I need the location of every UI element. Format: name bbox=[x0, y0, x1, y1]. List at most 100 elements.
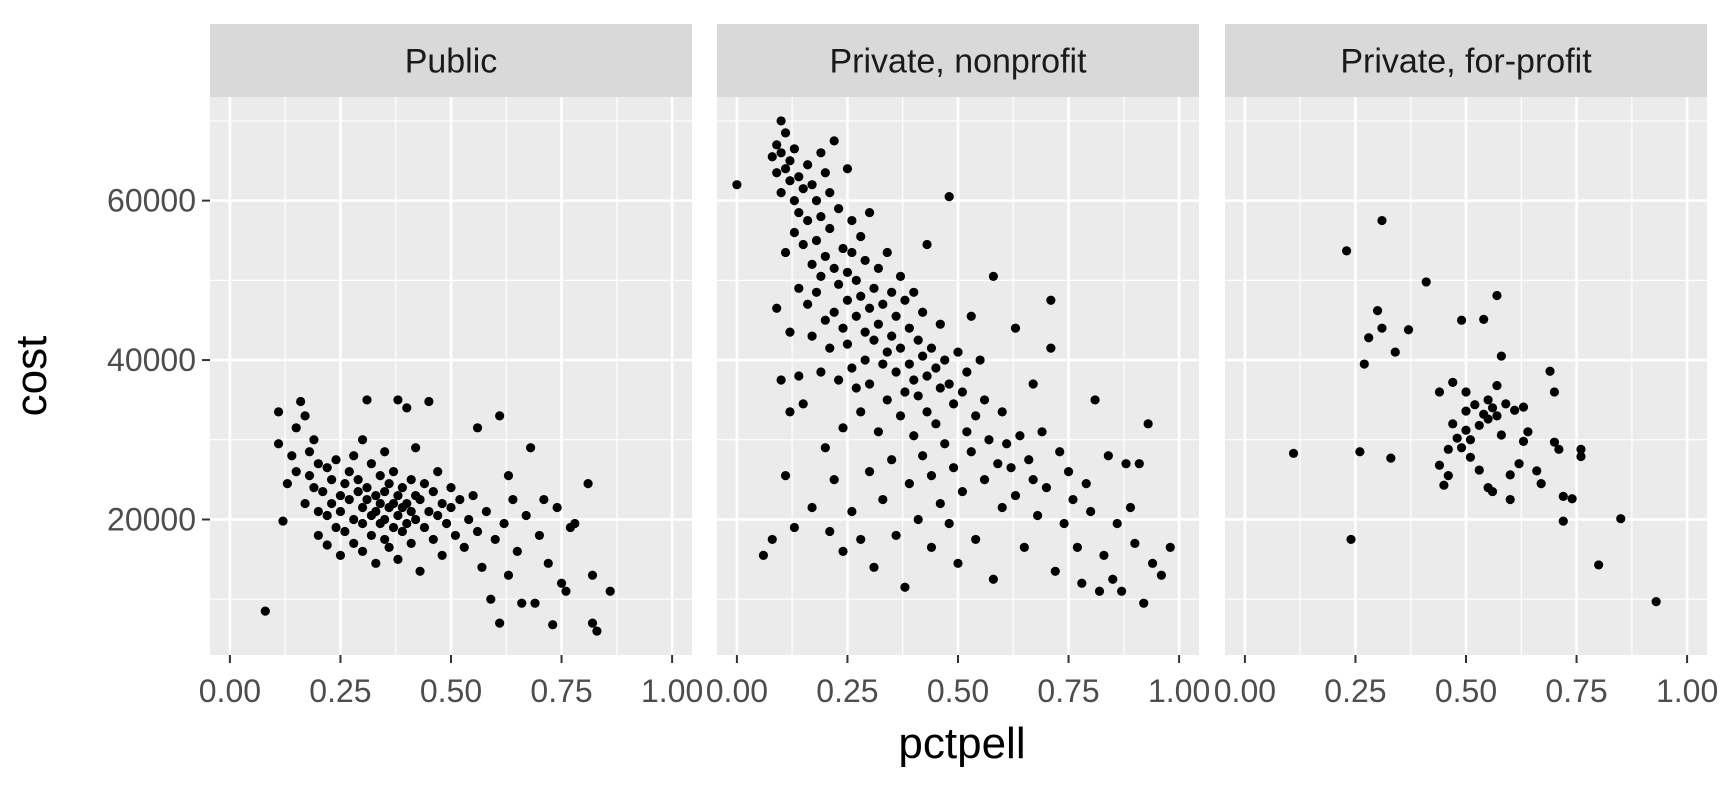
data-point bbox=[758, 550, 769, 560]
data-point bbox=[335, 550, 346, 560]
data-point bbox=[322, 463, 332, 473]
data-point bbox=[406, 506, 416, 517]
data-point bbox=[1443, 444, 1453, 454]
data-point bbox=[503, 570, 514, 580]
data-point bbox=[842, 267, 853, 277]
data-point bbox=[997, 407, 1007, 417]
data-point bbox=[402, 498, 412, 509]
data-point bbox=[1616, 514, 1626, 524]
data-point bbox=[512, 546, 522, 556]
data-point bbox=[798, 239, 808, 250]
data-point bbox=[357, 518, 368, 529]
data-point bbox=[357, 435, 368, 445]
data-point bbox=[1032, 510, 1043, 521]
data-point bbox=[340, 479, 350, 489]
data-point bbox=[349, 514, 359, 525]
data-point bbox=[472, 526, 483, 537]
data-point bbox=[825, 343, 835, 353]
data-point bbox=[807, 180, 817, 190]
data-point bbox=[935, 498, 945, 509]
data-point bbox=[926, 542, 937, 552]
data-point bbox=[851, 275, 861, 285]
data-point bbox=[530, 598, 540, 608]
data-point bbox=[838, 423, 848, 433]
data-point bbox=[789, 196, 799, 206]
data-point bbox=[776, 116, 786, 126]
data-point bbox=[1046, 343, 1056, 353]
data-point bbox=[1364, 333, 1374, 343]
data-point bbox=[794, 371, 804, 381]
data-point bbox=[552, 502, 562, 513]
data-point bbox=[384, 542, 394, 552]
data-point bbox=[1461, 425, 1471, 435]
data-point bbox=[419, 522, 430, 533]
data-point bbox=[820, 443, 830, 453]
data-point bbox=[1518, 402, 1529, 412]
data-point bbox=[406, 538, 416, 549]
data-point bbox=[1483, 414, 1493, 424]
facet-strip-label: Public bbox=[405, 43, 498, 81]
data-point bbox=[1139, 598, 1149, 608]
data-point bbox=[834, 279, 844, 289]
data-point bbox=[362, 395, 372, 405]
facet-strip-label: Private, for-profit bbox=[1340, 43, 1592, 81]
data-point bbox=[1651, 596, 1661, 607]
data-point bbox=[825, 223, 835, 234]
data-point bbox=[1487, 486, 1498, 497]
data-point bbox=[548, 620, 558, 630]
data-point bbox=[1156, 570, 1167, 580]
x-tick-label: 0.50 bbox=[927, 673, 989, 709]
data-point bbox=[503, 471, 514, 481]
data-point bbox=[772, 303, 782, 313]
data-point bbox=[543, 558, 553, 568]
data-point bbox=[904, 323, 914, 333]
data-point bbox=[891, 367, 901, 377]
data-point bbox=[913, 391, 923, 401]
data-point bbox=[918, 307, 928, 317]
data-point bbox=[304, 447, 315, 457]
facet-panel: Public 0.00 0.25 0.50 0.75 1.00 bbox=[199, 24, 703, 709]
x-tick-label: 0.75 bbox=[530, 673, 592, 709]
data-point bbox=[428, 534, 438, 545]
data-point bbox=[878, 359, 888, 369]
data-point bbox=[971, 534, 981, 545]
facet-strip bbox=[210, 24, 692, 97]
data-point bbox=[1434, 387, 1445, 397]
data-point bbox=[1068, 494, 1078, 505]
data-point bbox=[1549, 437, 1560, 447]
data-point bbox=[366, 459, 377, 469]
data-point bbox=[1514, 459, 1524, 469]
data-point bbox=[1103, 451, 1113, 461]
data-point bbox=[1342, 246, 1352, 256]
x-tick-label: 0.25 bbox=[309, 673, 371, 709]
data-point bbox=[1510, 405, 1520, 415]
data-point bbox=[1108, 574, 1118, 584]
data-point bbox=[1501, 399, 1511, 409]
data-point bbox=[340, 526, 350, 537]
data-point bbox=[1099, 550, 1109, 560]
data-point bbox=[864, 467, 875, 477]
data-point bbox=[415, 566, 425, 576]
data-point bbox=[393, 554, 403, 564]
data-point bbox=[873, 263, 884, 273]
data-point bbox=[807, 331, 817, 341]
data-point bbox=[816, 211, 826, 222]
data-point bbox=[869, 283, 879, 293]
data-point bbox=[966, 447, 976, 457]
data-point bbox=[1359, 359, 1369, 369]
data-point bbox=[935, 319, 945, 329]
data-point bbox=[556, 578, 567, 588]
data-point bbox=[922, 239, 932, 250]
data-point bbox=[931, 419, 941, 429]
data-point bbox=[477, 562, 487, 572]
data-point bbox=[785, 156, 795, 166]
data-point bbox=[785, 327, 795, 337]
data-point bbox=[979, 475, 990, 485]
data-point bbox=[1077, 578, 1087, 588]
x-tick-label: 0.25 bbox=[1324, 673, 1386, 709]
data-point bbox=[1002, 439, 1012, 449]
x-tick-label: 0.50 bbox=[1435, 673, 1497, 709]
data-point bbox=[1470, 400, 1480, 410]
data-point bbox=[904, 479, 914, 489]
data-point bbox=[798, 399, 808, 409]
